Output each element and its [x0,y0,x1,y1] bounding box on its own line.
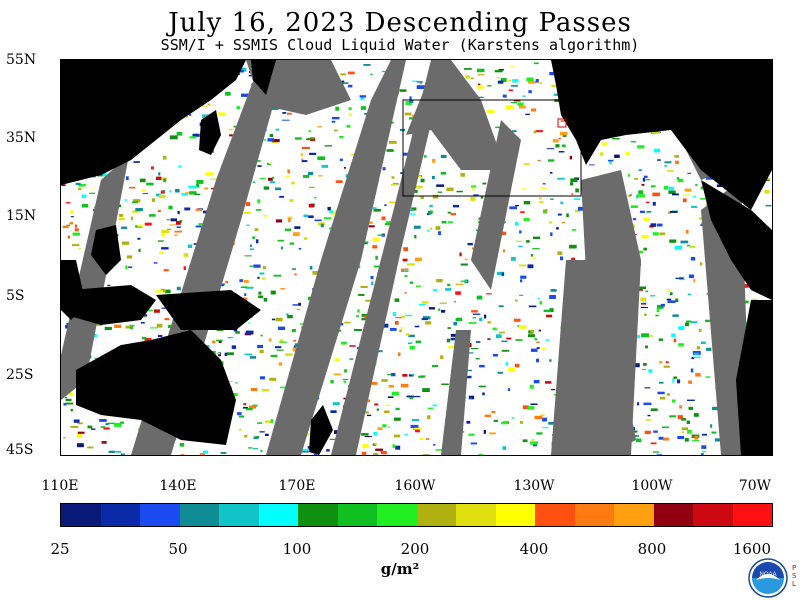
units-label: g/m² [380,560,420,578]
lat-label: 15N [6,208,37,224]
colorbar-swatch [535,504,575,526]
region-box [402,99,582,197]
lon-label: 160W [394,478,436,494]
lon-label: 110E [41,478,79,494]
swath-gap [61,155,129,400]
map-subtitle: SSM/I + SSMIS Cloud Liquid Water (Karste… [160,36,640,54]
colorbar-swatch [495,504,535,526]
colorbar-tick-label: 200 [400,540,430,558]
colorbar-tick-label: 1600 [732,540,771,558]
logo-text: NOAA [759,572,776,578]
lat-label: 55N [6,52,37,68]
noaa-logo-icon: NOAA [748,558,788,598]
lon-label: 100W [631,478,673,494]
land-kamchatka [251,60,276,95]
lat-label: 35N [6,130,37,146]
colorbar-swatch [100,504,140,526]
colorbar-swatch [614,504,654,526]
colorbar-tick-label: 25 [50,540,70,558]
land-borneo [66,285,156,325]
map-title: July 16, 2023 Descending Passes [168,8,632,38]
marker-box [557,118,567,128]
lon-label: 130W [513,478,555,494]
colorbar-swatch [219,504,259,526]
lat-label: 45S [6,442,34,458]
colorbar-swatch [377,504,417,526]
land-japan [199,110,221,155]
land-asia [61,60,246,185]
lon-label: 140E [159,478,197,494]
land-north-america [551,60,772,210]
colorbar-swatch [653,504,693,526]
swath-gap [406,60,506,170]
land-philippines [91,225,121,275]
colorbar-tick-label: 100 [282,540,312,558]
colorbar-tick-label: 800 [637,540,667,558]
lat-label: 25S [6,367,34,383]
land-masses [61,60,772,455]
colorbar-swatch [574,504,614,526]
land-south-america [736,300,772,455]
swath-gap [471,120,521,290]
lon-label: 70W [738,478,771,494]
colorbar-swatch [140,504,180,526]
colorbar-swatch [732,504,772,526]
land-central-america [701,180,772,300]
lat-label: 5S [6,288,25,304]
colorbar-swatch [61,504,101,526]
colorbar-swatch [416,504,456,526]
colorbar-tick-label: 50 [168,540,188,558]
cloud-water-map [61,60,772,455]
colorbar-swatch [179,504,219,526]
swath-gap [581,170,641,455]
colorbar-swatch [298,504,338,526]
colorbar-swatch [693,504,733,526]
swath-gap [266,60,406,455]
map-panel [60,59,773,456]
land-new-guinea [156,290,261,330]
lon-label: 170E [278,478,316,494]
land-australia [76,330,236,445]
colorbar-swatch [337,504,377,526]
colorbar-tick-label: 400 [519,540,549,558]
colorbar-swatch [456,504,496,526]
land-new-zealand [309,405,333,455]
swath-gap [331,60,446,455]
colorbar-swatch [258,504,298,526]
colorbar [60,503,773,527]
swath-gap [441,330,471,455]
